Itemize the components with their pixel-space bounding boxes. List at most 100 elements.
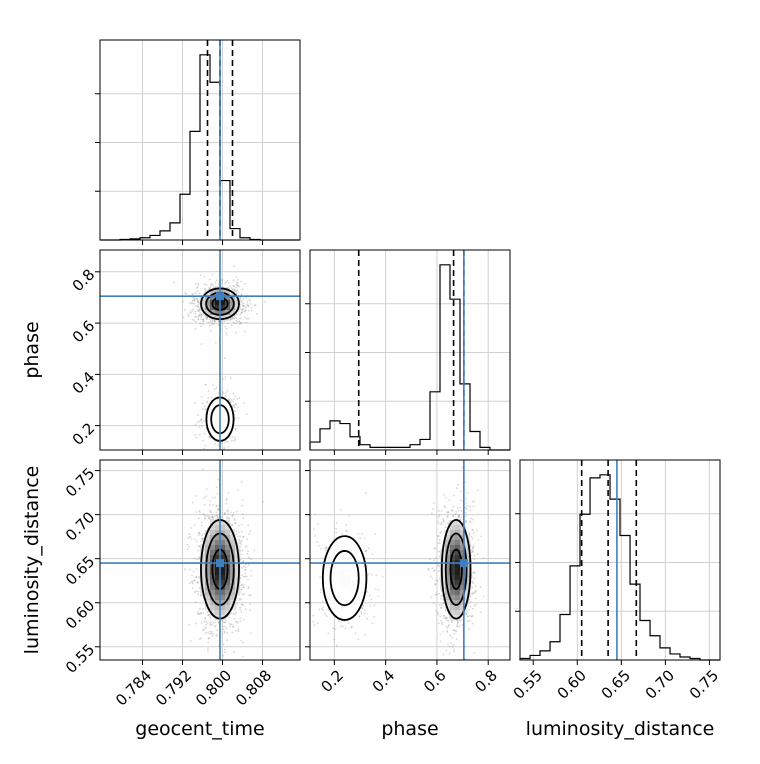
scatter-point bbox=[194, 579, 196, 582]
scatter-point bbox=[194, 320, 197, 323]
scatter-point bbox=[233, 315, 236, 317]
scatter-point bbox=[195, 540, 198, 543]
density-cell bbox=[455, 565, 461, 571]
scatter-point bbox=[208, 288, 211, 291]
contour-line bbox=[444, 532, 468, 606]
scatter-point bbox=[447, 522, 449, 524]
scatter-point bbox=[198, 557, 201, 560]
scatter-point bbox=[214, 341, 217, 344]
density-cell bbox=[460, 545, 466, 551]
scatter-point bbox=[200, 621, 203, 624]
scatter-point bbox=[454, 667, 456, 669]
density-cell bbox=[210, 585, 216, 591]
y-tick-label: 0.4 bbox=[69, 368, 99, 398]
scatter-point bbox=[193, 524, 196, 526]
scatter-point bbox=[374, 587, 377, 590]
scatter-point bbox=[470, 551, 473, 554]
scatter-point bbox=[196, 304, 198, 307]
scatter-point bbox=[447, 511, 450, 514]
scatter-point bbox=[232, 393, 235, 395]
scatter-point bbox=[197, 414, 200, 417]
scatter-point bbox=[358, 615, 361, 618]
density-cell bbox=[455, 525, 461, 531]
scatter-point bbox=[335, 527, 337, 530]
scatter-point bbox=[443, 602, 445, 605]
density-cell bbox=[210, 595, 216, 601]
scatter-point bbox=[466, 615, 469, 618]
scatter-point bbox=[229, 625, 232, 628]
density-cell bbox=[225, 600, 231, 606]
scatter-point bbox=[473, 558, 476, 561]
scatter-point bbox=[443, 505, 446, 508]
density-cell bbox=[225, 530, 231, 536]
scatter-point bbox=[243, 310, 246, 313]
scatter-point bbox=[318, 608, 321, 611]
density-cell bbox=[215, 595, 221, 601]
scatter-point bbox=[240, 300, 243, 303]
scatter-point bbox=[438, 542, 441, 544]
scatter-point bbox=[200, 424, 203, 427]
scatter-point bbox=[227, 512, 229, 515]
scatter-point bbox=[239, 540, 242, 543]
scatter-point bbox=[210, 323, 213, 325]
scatter-point bbox=[377, 595, 379, 598]
scatter-point bbox=[464, 645, 467, 648]
density-cell bbox=[205, 575, 211, 581]
scatter-point bbox=[225, 327, 228, 330]
scatter-point bbox=[193, 579, 196, 582]
scatter-point bbox=[209, 286, 212, 288]
scatter-point bbox=[445, 625, 448, 628]
scatter-point bbox=[440, 509, 443, 512]
scatter-point bbox=[434, 583, 437, 586]
scatter-point bbox=[465, 521, 468, 524]
scatter-point bbox=[225, 281, 228, 284]
scatter-point bbox=[446, 515, 449, 518]
scatter-point bbox=[211, 273, 214, 276]
scatter-point bbox=[200, 318, 202, 321]
scatter-point bbox=[442, 520, 445, 523]
density-cell bbox=[455, 555, 461, 561]
scatter-point bbox=[193, 297, 196, 300]
scatter-point bbox=[231, 514, 234, 517]
scatter-point bbox=[211, 282, 213, 285]
scatter-point bbox=[448, 645, 451, 648]
scatter-point bbox=[245, 296, 248, 299]
scatter-point bbox=[361, 607, 364, 610]
scatter-point bbox=[242, 641, 245, 644]
y-tick-label: 0.70 bbox=[62, 508, 98, 544]
scatter-point bbox=[194, 312, 197, 315]
scatter-point bbox=[223, 282, 226, 285]
scatter-point bbox=[200, 612, 203, 615]
scatter-point bbox=[242, 304, 245, 307]
scatter-point bbox=[222, 378, 225, 381]
scatter-point bbox=[223, 648, 226, 651]
density-cell bbox=[460, 585, 466, 591]
scatter-point bbox=[188, 623, 191, 626]
scatter-point bbox=[327, 632, 330, 635]
scatter-point bbox=[240, 639, 243, 642]
scatter-point bbox=[263, 300, 266, 303]
scatter-point bbox=[208, 287, 210, 289]
scatter-point bbox=[242, 302, 245, 305]
scatter-point bbox=[347, 622, 350, 624]
density-cell bbox=[210, 540, 216, 546]
x-tick-label: 0.8 bbox=[471, 666, 501, 696]
scatter-point bbox=[222, 654, 225, 657]
scatter-point bbox=[254, 304, 257, 307]
scatter-point bbox=[238, 538, 241, 541]
scatter-point bbox=[203, 405, 206, 408]
scatter-point bbox=[205, 488, 208, 491]
scatter-point bbox=[472, 532, 475, 534]
scatter-point bbox=[207, 614, 209, 617]
density-cell bbox=[235, 300, 241, 306]
density-cell bbox=[455, 605, 461, 611]
scatter-point bbox=[368, 594, 371, 597]
scatter-point bbox=[446, 630, 449, 632]
scatter-point bbox=[208, 517, 211, 520]
scatter-point bbox=[214, 281, 217, 284]
scatter-point bbox=[434, 579, 437, 582]
scatter-point bbox=[335, 644, 338, 647]
scatter-point bbox=[244, 568, 247, 571]
scatter-point bbox=[198, 613, 201, 615]
